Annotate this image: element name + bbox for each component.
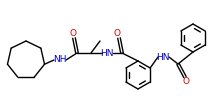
Text: HN: HN (156, 52, 170, 61)
Text: NH: NH (53, 56, 67, 64)
Text: O: O (114, 29, 120, 38)
Text: O: O (183, 77, 189, 86)
Text: HN: HN (100, 49, 114, 57)
Text: O: O (69, 29, 76, 38)
